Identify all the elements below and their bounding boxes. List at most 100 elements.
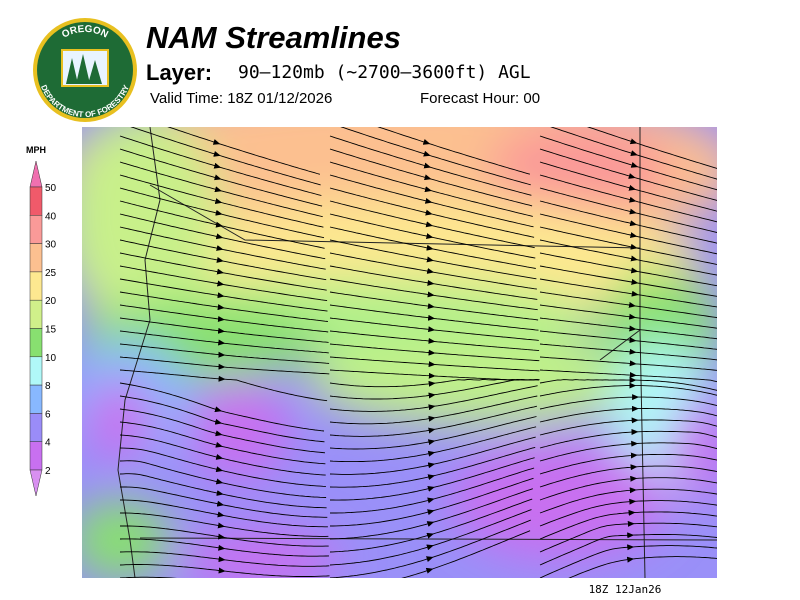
streamline <box>431 201 534 228</box>
streamline <box>432 498 533 535</box>
streamline <box>224 330 329 343</box>
streamline <box>637 294 717 308</box>
streamline <box>224 366 330 375</box>
streamline <box>225 583 330 587</box>
streamline <box>433 488 533 523</box>
streamline <box>430 178 533 207</box>
streamline <box>539 278 639 297</box>
streamline <box>119 408 223 437</box>
streamline <box>329 161 432 193</box>
legend-swatch <box>29 215 43 244</box>
streamline <box>120 512 225 529</box>
streamline <box>329 174 433 204</box>
streamline <box>329 439 436 450</box>
streamline <box>119 460 224 485</box>
streamline <box>224 548 330 557</box>
streamline <box>539 265 639 285</box>
streamline <box>329 474 436 488</box>
streamline <box>539 544 635 578</box>
streamline <box>329 330 436 344</box>
streamline <box>329 135 432 169</box>
streamline <box>119 200 223 228</box>
streamline <box>223 295 328 312</box>
legend-tick: 30 <box>45 240 57 251</box>
streamline <box>433 271 537 290</box>
streamline <box>434 385 538 407</box>
streamline <box>434 378 539 396</box>
streamline <box>119 187 223 216</box>
streamline <box>635 340 717 350</box>
streamline <box>539 304 637 320</box>
streamline <box>329 213 434 240</box>
streamline <box>539 161 637 191</box>
forecast-hour: Forecast Hour: 00 <box>420 90 540 107</box>
streamline <box>636 259 717 276</box>
legend-tick: 6 <box>45 409 51 420</box>
streamline <box>432 248 536 269</box>
streamline <box>539 148 636 179</box>
streamline <box>329 200 434 228</box>
streamline <box>635 328 717 340</box>
legend-tick: 4 <box>45 438 51 449</box>
streamline <box>433 306 539 321</box>
streamline <box>635 385 717 396</box>
streamline <box>224 354 330 364</box>
streamline <box>223 504 328 518</box>
streamline <box>119 148 222 181</box>
streamline <box>220 190 323 218</box>
streamline <box>330 486 435 501</box>
streamline <box>539 532 635 566</box>
streamline <box>633 545 717 549</box>
logo-top: OREGON <box>60 24 110 41</box>
legend-swatch <box>29 328 43 358</box>
streamline <box>434 405 538 430</box>
streamline <box>433 477 534 512</box>
streamline <box>539 369 637 378</box>
streamline <box>119 278 225 299</box>
streamline <box>638 396 717 407</box>
streamline <box>539 252 639 274</box>
streamline <box>432 236 536 259</box>
streamline <box>223 307 328 322</box>
streamline <box>120 499 225 518</box>
streamline <box>222 470 326 487</box>
streamline <box>539 452 638 475</box>
streamline <box>430 190 533 217</box>
streamline <box>636 247 717 265</box>
streamline <box>119 265 225 287</box>
streamline <box>119 239 224 263</box>
streamline <box>429 155 531 186</box>
streamline <box>637 166 717 191</box>
streamline <box>636 235 717 255</box>
map <box>82 127 717 587</box>
legend-swatch <box>29 441 43 471</box>
streamline <box>130 127 221 157</box>
streamline <box>539 382 637 397</box>
footer: 18Z 12Jan26 <box>589 583 662 596</box>
streamline <box>568 556 635 578</box>
streamline <box>222 482 327 498</box>
streamline <box>329 304 436 321</box>
streamline <box>120 486 225 507</box>
streamline <box>330 509 435 527</box>
streamline <box>219 143 321 175</box>
streamline <box>434 317 539 331</box>
streamline <box>222 237 326 260</box>
streamline <box>634 305 717 319</box>
streamline <box>635 500 717 506</box>
streamline <box>222 457 326 476</box>
streamline <box>119 291 225 311</box>
streamline <box>539 487 637 514</box>
streamline <box>635 317 717 329</box>
streamline <box>637 282 717 297</box>
legend-swatch <box>29 356 43 386</box>
legend: MPH 50 40 30 25 20 15 10 8 6 4 2 <box>26 145 57 497</box>
streamline <box>167 127 221 145</box>
streamline <box>329 556 434 578</box>
streamline <box>433 446 536 477</box>
streamline <box>634 177 717 201</box>
streamline <box>433 457 535 488</box>
streamline <box>222 493 327 509</box>
legend-tick: 8 <box>45 381 51 392</box>
streamline <box>432 509 532 547</box>
